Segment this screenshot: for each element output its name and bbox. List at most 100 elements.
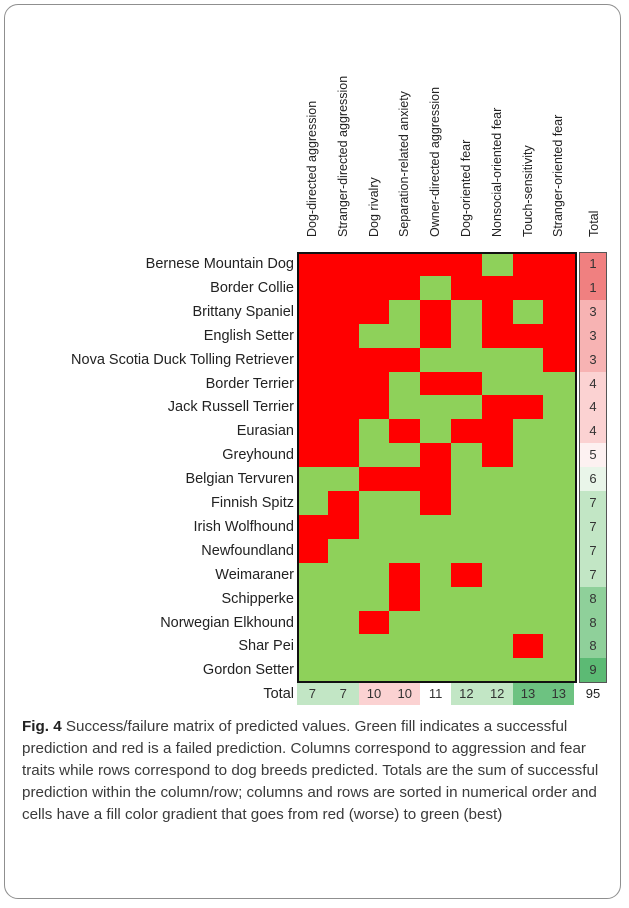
- success-cell: [358, 586, 390, 612]
- success-cell: [327, 538, 360, 564]
- failure-cell: [358, 347, 390, 373]
- failure-cell: [297, 514, 329, 540]
- success-cell: [297, 491, 329, 516]
- success-cell: [358, 538, 390, 564]
- row-total: 3: [580, 323, 606, 349]
- success-cell: [389, 538, 421, 564]
- failure-cell: [327, 323, 360, 349]
- success-cell: [512, 467, 544, 492]
- column-header: Nonsocial-oriented fear: [489, 107, 504, 237]
- failure-cell: [297, 443, 329, 468]
- column-header: Stranger-oriented fear: [551, 114, 566, 237]
- success-cell: [327, 658, 360, 683]
- row-total: 3: [580, 347, 606, 372]
- success-cell: [481, 634, 514, 659]
- failure-cell: [389, 347, 421, 373]
- column-total: 10: [389, 683, 421, 705]
- success-cell: [389, 491, 421, 516]
- row-total: 3: [580, 299, 606, 325]
- success-cell: [451, 395, 483, 420]
- success-cell: [543, 395, 575, 420]
- column-total: 13: [512, 683, 544, 705]
- success-cell: [358, 419, 390, 444]
- breed-label: Weimaraner: [215, 566, 294, 583]
- failure-cell: [512, 323, 544, 349]
- column-header: Separation-related anxiety: [397, 91, 412, 237]
- success-cell: [420, 658, 452, 683]
- failure-cell: [543, 347, 575, 373]
- row-total: 8: [580, 610, 606, 635]
- success-cell: [297, 634, 329, 659]
- success-cell: [543, 491, 575, 516]
- breed-label: Bernese Mountain Dog: [145, 256, 294, 272]
- failure-cell: [327, 491, 360, 516]
- breed-label: Schipperke: [221, 590, 294, 607]
- success-cell: [389, 443, 421, 468]
- failure-cell: [358, 371, 390, 396]
- success-cell: [297, 562, 329, 588]
- success-cell: [512, 347, 544, 373]
- column-total: 7: [297, 683, 328, 705]
- column-total: 10: [358, 683, 390, 705]
- figure-caption: Fig. 4 Success/failure matrix of predict…: [22, 716, 614, 826]
- success-cell: [420, 275, 452, 301]
- failure-cell: [358, 275, 390, 301]
- failure-cell: [297, 299, 329, 325]
- failure-cell: [512, 634, 544, 659]
- total-column-header: Total: [587, 210, 601, 237]
- column-total: 12: [451, 683, 482, 705]
- column-header: Dog-directed aggression: [305, 100, 319, 237]
- row-total: 7: [580, 538, 606, 564]
- success-cell: [358, 634, 390, 659]
- success-cell: [297, 610, 329, 635]
- success-cell: [389, 395, 421, 420]
- failure-cell: [389, 467, 421, 492]
- success-cell: [451, 467, 483, 492]
- breed-label: Nova Scotia Duck Tolling Retriever: [71, 351, 294, 368]
- failure-cell: [297, 395, 329, 420]
- row-total: 5: [580, 443, 606, 468]
- success-cell: [389, 323, 421, 349]
- failure-cell: [481, 443, 514, 468]
- failure-cell: [420, 491, 452, 516]
- failure-cell: [481, 275, 514, 301]
- success-cell: [297, 586, 329, 612]
- success-cell: [543, 419, 575, 444]
- success-cell: [481, 586, 514, 612]
- breed-label: Brittany Spaniel: [192, 303, 294, 320]
- failure-cell: [420, 371, 452, 396]
- success-cell: [389, 514, 421, 540]
- row-total: 7: [580, 491, 606, 516]
- failure-cell: [358, 610, 390, 635]
- success-cell: [327, 634, 360, 659]
- success-cell: [481, 514, 514, 540]
- grand-total: 95: [585, 686, 601, 701]
- success-cell: [543, 610, 575, 635]
- success-cell: [512, 538, 544, 564]
- success-cell: [543, 467, 575, 492]
- column-header: Owner-directed aggression: [428, 86, 443, 237]
- success-cell: [420, 514, 452, 540]
- row-total: 9: [580, 658, 606, 683]
- failure-cell: [451, 562, 483, 588]
- success-cell: [481, 610, 514, 635]
- success-cell: [420, 395, 452, 420]
- success-cell: [512, 371, 544, 396]
- success-cell: [543, 514, 575, 540]
- success-cell: [481, 252, 514, 277]
- breed-label: Finnish Spitz: [210, 495, 294, 511]
- failure-cell: [358, 395, 390, 420]
- row-total: 4: [580, 419, 606, 444]
- failure-cell: [358, 252, 390, 277]
- success-cell: [512, 562, 544, 588]
- failure-cell: [327, 347, 360, 373]
- success-cell: [481, 562, 514, 588]
- failure-cell: [481, 395, 514, 420]
- failure-cell: [327, 371, 360, 396]
- failure-cell: [481, 419, 514, 444]
- failure-cell: [543, 252, 575, 277]
- success-cell: [512, 610, 544, 635]
- row-total: 7: [580, 562, 606, 588]
- success-cell: [481, 491, 514, 516]
- success-cell: [327, 467, 360, 492]
